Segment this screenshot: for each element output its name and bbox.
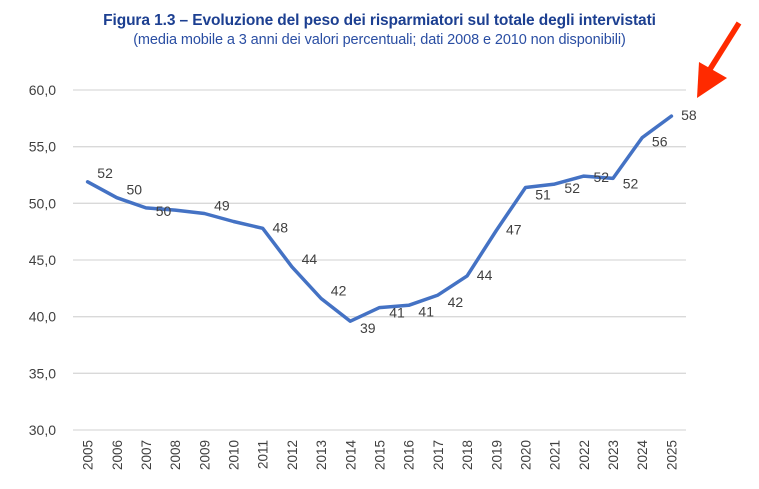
y-tick-label: 35,0 <box>29 365 56 381</box>
y-tick-label: 30,0 <box>29 422 56 438</box>
data-label: 42 <box>331 283 347 299</box>
data-label: 52 <box>623 175 639 191</box>
x-tick-label: 2018 <box>460 440 475 470</box>
y-tick-label: 40,0 <box>29 309 56 325</box>
data-label: 52 <box>564 180 580 196</box>
x-tick-label: 2005 <box>81 440 96 470</box>
data-label: 58 <box>681 107 697 123</box>
x-tick-label: 2009 <box>197 440 212 470</box>
data-label: 51 <box>535 187 551 203</box>
x-tick-label: 2016 <box>402 440 417 470</box>
gridlines <box>73 89 686 431</box>
x-tick-label: 2013 <box>314 440 329 470</box>
x-tick-label: 2010 <box>227 440 242 470</box>
data-label: 42 <box>448 294 464 310</box>
y-tick-label: 60,0 <box>29 82 56 98</box>
x-tick-label: 2022 <box>577 440 592 470</box>
data-label: 47 <box>506 222 522 238</box>
y-tick-label: 55,0 <box>29 139 56 155</box>
series-line <box>85 114 674 323</box>
x-tick-label: 2023 <box>606 440 621 470</box>
data-label: 44 <box>477 267 493 283</box>
data-label: 39 <box>360 320 376 336</box>
data-label: 52 <box>97 165 113 181</box>
x-tick-label: 2019 <box>489 440 504 470</box>
arrow-head <box>697 62 727 98</box>
chart-subtitle: (media mobile a 3 anni dei valori percen… <box>133 32 626 48</box>
x-tick-label: 2007 <box>139 440 154 470</box>
data-label: 41 <box>418 303 434 319</box>
y-tick-label: 50,0 <box>29 195 56 211</box>
x-tick-label: 2008 <box>168 440 183 470</box>
chart-title: Figura 1.3 – Evoluzione del peso dei ris… <box>103 12 656 29</box>
data-label: 44 <box>302 251 318 267</box>
y-axis: 30,0 35,0 40,0 45,0 50,0 55,0 60,0 <box>29 82 56 438</box>
x-tick-label: 2015 <box>373 440 388 470</box>
x-tick-label: 2025 <box>664 440 679 470</box>
arrow-shaft <box>704 21 742 76</box>
data-label: 50 <box>156 203 172 219</box>
x-tick-label: 2014 <box>343 440 358 471</box>
data-label: 48 <box>273 219 289 235</box>
data-label: 41 <box>389 305 405 321</box>
data-label: 52 <box>594 169 610 185</box>
x-tick-label: 2011 <box>256 440 271 469</box>
x-tick-label: 2024 <box>635 440 650 471</box>
data-labels: 52 50 50 49 48 44 42 39 41 41 42 44 47 51 52 52 52 56 58 <box>97 107 697 336</box>
x-tick-label: 2006 <box>110 440 125 470</box>
x-tick-label: 2017 <box>431 440 446 470</box>
x-axis: 2005 2006 2007 2008 2009 2010 2011 2012 2013 2014… <box>81 440 680 471</box>
x-tick-label: 2021 <box>548 440 563 470</box>
x-tick-label: 2012 <box>285 440 300 470</box>
data-label: 50 <box>127 182 143 198</box>
red-arrow-annotation <box>697 21 742 98</box>
y-tick-label: 45,0 <box>29 252 56 268</box>
data-label: 49 <box>214 198 230 214</box>
data-label: 56 <box>652 134 668 150</box>
x-tick-label: 2020 <box>518 440 533 470</box>
